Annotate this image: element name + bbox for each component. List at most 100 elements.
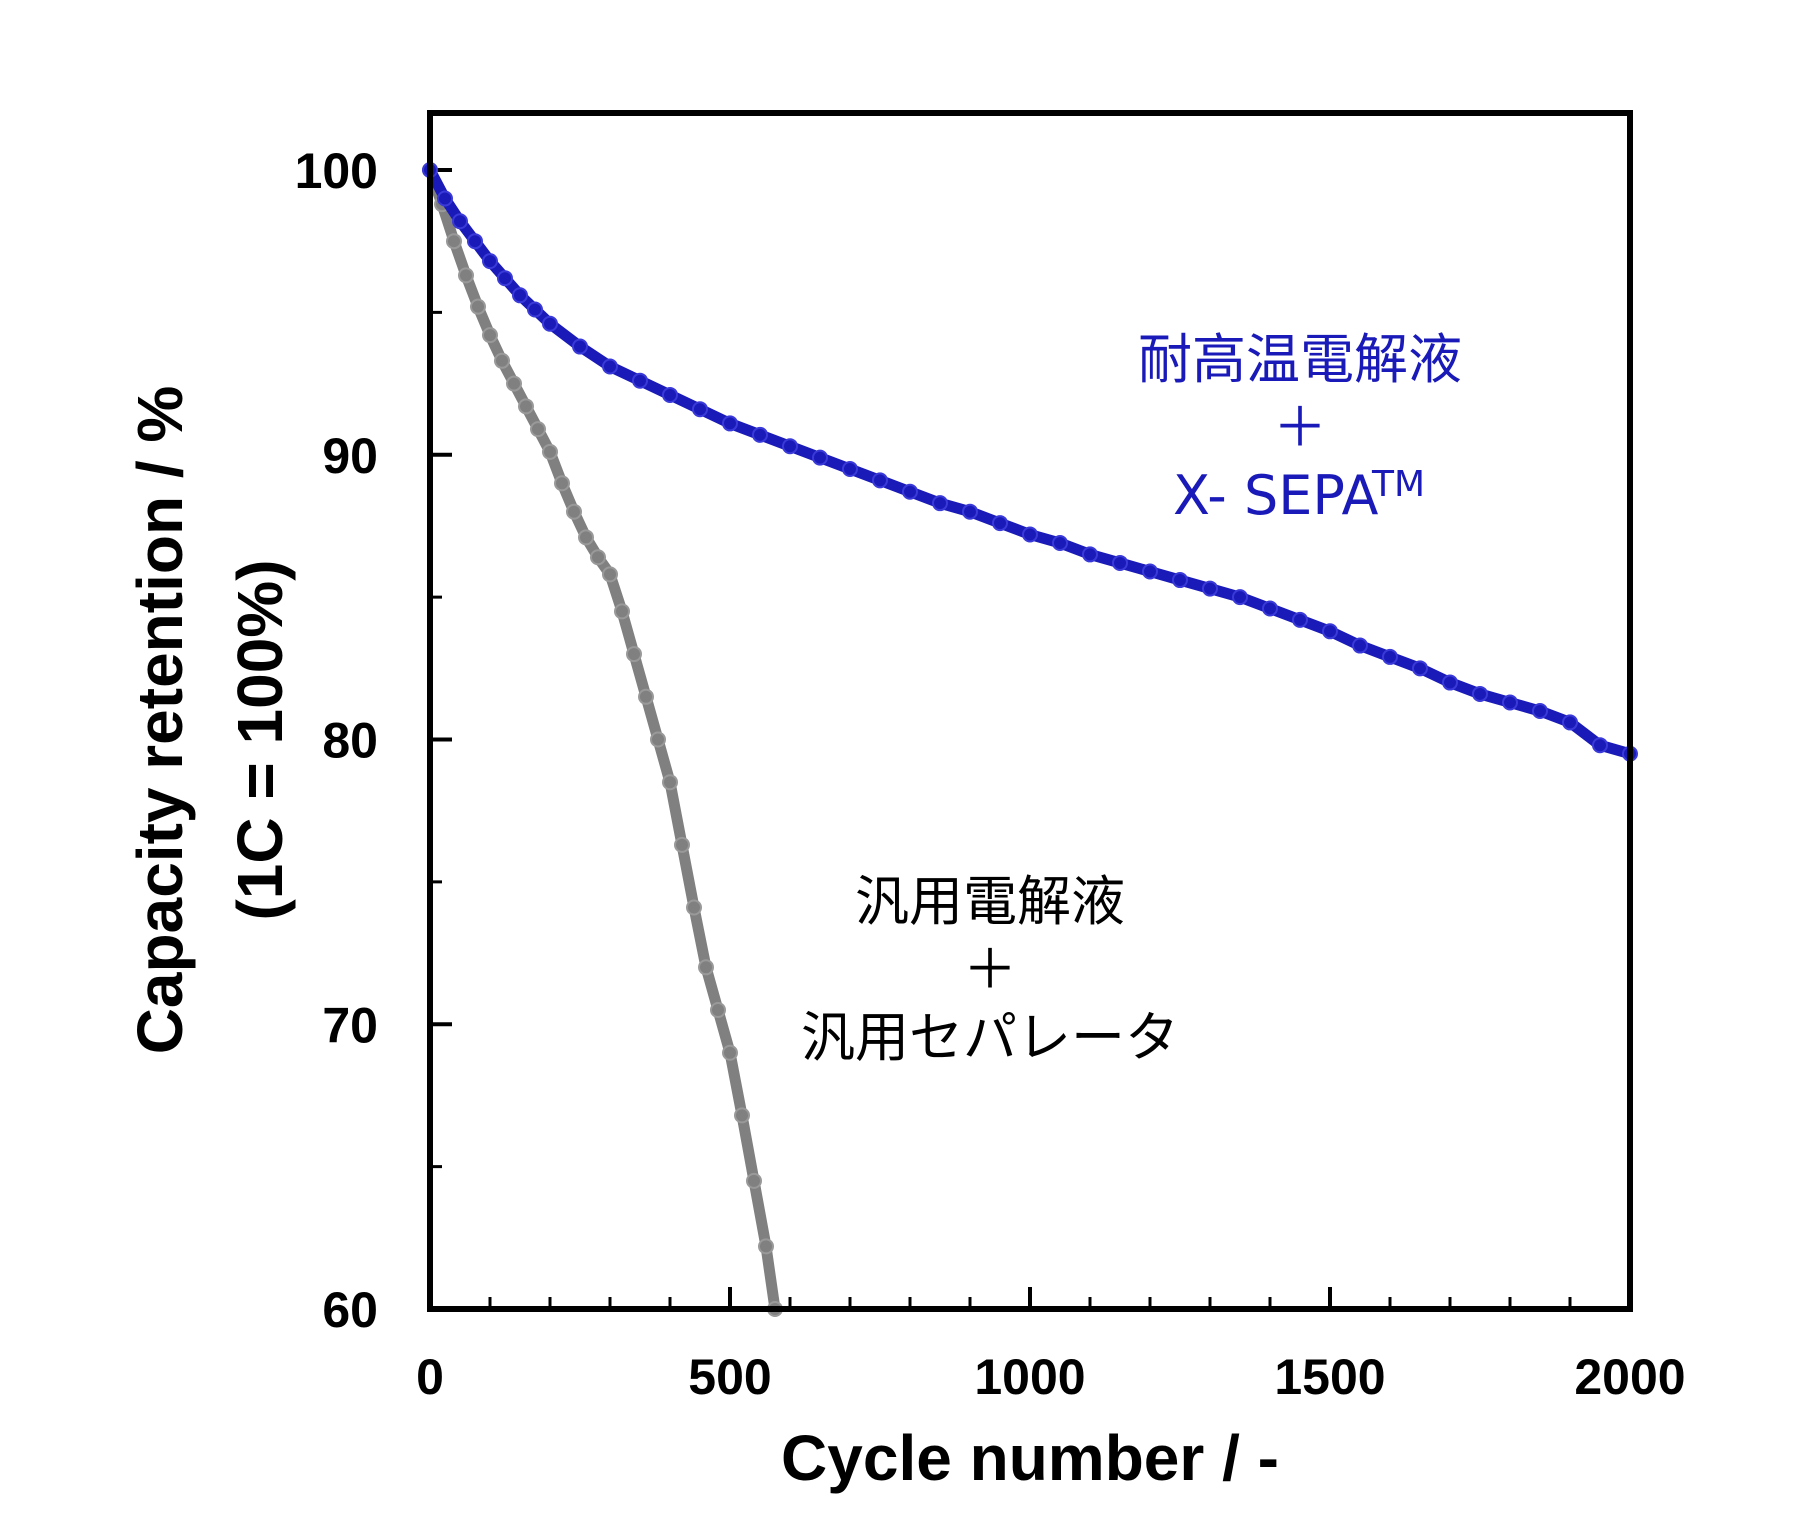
data-point (992, 515, 1008, 532)
data-point (1142, 563, 1158, 580)
x-tick-labels: 0 500 1000 1500 2000 (416, 1349, 1686, 1405)
annotation-gray-line3: 汎用セパレータ (801, 1006, 1179, 1069)
data-point (572, 338, 588, 355)
annotation-blue-plus: ＋ (1273, 396, 1327, 459)
data-point (602, 566, 618, 583)
annotation-gray-line1: 汎用電解液 (855, 870, 1125, 933)
data-point (662, 386, 678, 403)
data-point (812, 449, 828, 466)
data-point (1382, 648, 1398, 665)
data-point (446, 233, 462, 250)
data-point (578, 529, 594, 546)
y-tick-label: 90 (322, 428, 378, 484)
data-point (542, 443, 558, 460)
data-point (842, 460, 858, 477)
data-point (1262, 600, 1278, 617)
data-point (1202, 580, 1218, 597)
series-layer (422, 162, 1638, 1317)
plot-frame (427, 110, 1633, 1312)
data-point (692, 401, 708, 418)
annotation-blue-tm: TM (1371, 464, 1425, 505)
data-point (782, 438, 798, 455)
data-point (638, 688, 654, 705)
data-point (674, 836, 690, 853)
data-point (650, 731, 666, 748)
y-tick-label: 70 (322, 997, 378, 1053)
data-point (494, 352, 510, 369)
x-tick-label: 1000 (974, 1349, 1085, 1405)
data-point (470, 298, 486, 315)
y-tick-label: 100 (295, 143, 378, 199)
data-point (602, 358, 618, 375)
data-point (758, 1238, 774, 1255)
data-point (1322, 623, 1338, 640)
data-point (1052, 535, 1068, 552)
data-point (482, 327, 498, 344)
data-point (437, 190, 453, 207)
annotation-gray-plus: ＋ (963, 938, 1017, 1001)
data-point (1532, 703, 1548, 720)
data-point (482, 253, 498, 270)
series-1 (422, 162, 783, 1317)
data-point (1172, 572, 1188, 589)
data-point (530, 421, 546, 438)
x-tick-label: 2000 (1574, 1349, 1685, 1405)
data-point (614, 603, 630, 620)
data-point (1502, 694, 1518, 711)
data-point (452, 213, 468, 230)
data-point (872, 472, 888, 489)
y-axis-title-line2: (1C = 100%) (224, 559, 296, 920)
data-point (1592, 737, 1608, 754)
data-point (632, 372, 648, 389)
y-tick-label: 60 (322, 1282, 378, 1338)
data-point (590, 549, 606, 566)
data-point (458, 267, 474, 284)
data-point (542, 315, 558, 332)
y-tick-label: 80 (322, 713, 378, 769)
data-point (512, 287, 528, 304)
series-1-trace (424, 164, 781, 1315)
series-2-trace (424, 164, 1636, 760)
data-point (1022, 526, 1038, 543)
data-point (662, 774, 678, 791)
data-point (467, 233, 483, 250)
data-point (518, 398, 534, 415)
data-point (686, 899, 702, 916)
data-point (554, 475, 570, 492)
data-point (1292, 611, 1308, 628)
x-tick-label: 500 (688, 1349, 771, 1405)
y-tick-labels: 60 70 80 90 100 (295, 143, 378, 1338)
data-point (497, 270, 513, 287)
data-point (1562, 714, 1578, 731)
data-point (746, 1172, 762, 1189)
annotation-blue-line1: 耐高温電解液 (1138, 328, 1462, 391)
data-point (626, 646, 642, 663)
data-point (962, 503, 978, 520)
data-point (1352, 637, 1368, 654)
annotation-blue-line3: X- SEPA (1173, 464, 1378, 527)
y-axis-title-line1: Capacity retention / % (124, 386, 196, 1055)
data-point (1082, 546, 1098, 563)
data-point (722, 415, 738, 432)
x-tick-label: 1500 (1274, 1349, 1385, 1405)
data-point (752, 426, 768, 443)
data-point (566, 503, 582, 520)
data-point (1412, 660, 1428, 677)
data-point (722, 1044, 738, 1061)
data-point (698, 959, 714, 976)
data-point (1472, 685, 1488, 702)
data-point (932, 495, 948, 512)
data-point (527, 301, 543, 318)
x-axis-title: Cycle number / - (781, 1422, 1279, 1494)
data-point (734, 1107, 750, 1124)
data-point (902, 483, 918, 500)
minor-ticks (430, 310, 1572, 1309)
data-point (1232, 589, 1248, 606)
data-point (1112, 554, 1128, 571)
data-point (1442, 674, 1458, 691)
data-point (506, 375, 522, 392)
series-2 (422, 162, 1638, 762)
data-point (710, 1002, 726, 1019)
x-tick-label: 0 (416, 1349, 444, 1405)
